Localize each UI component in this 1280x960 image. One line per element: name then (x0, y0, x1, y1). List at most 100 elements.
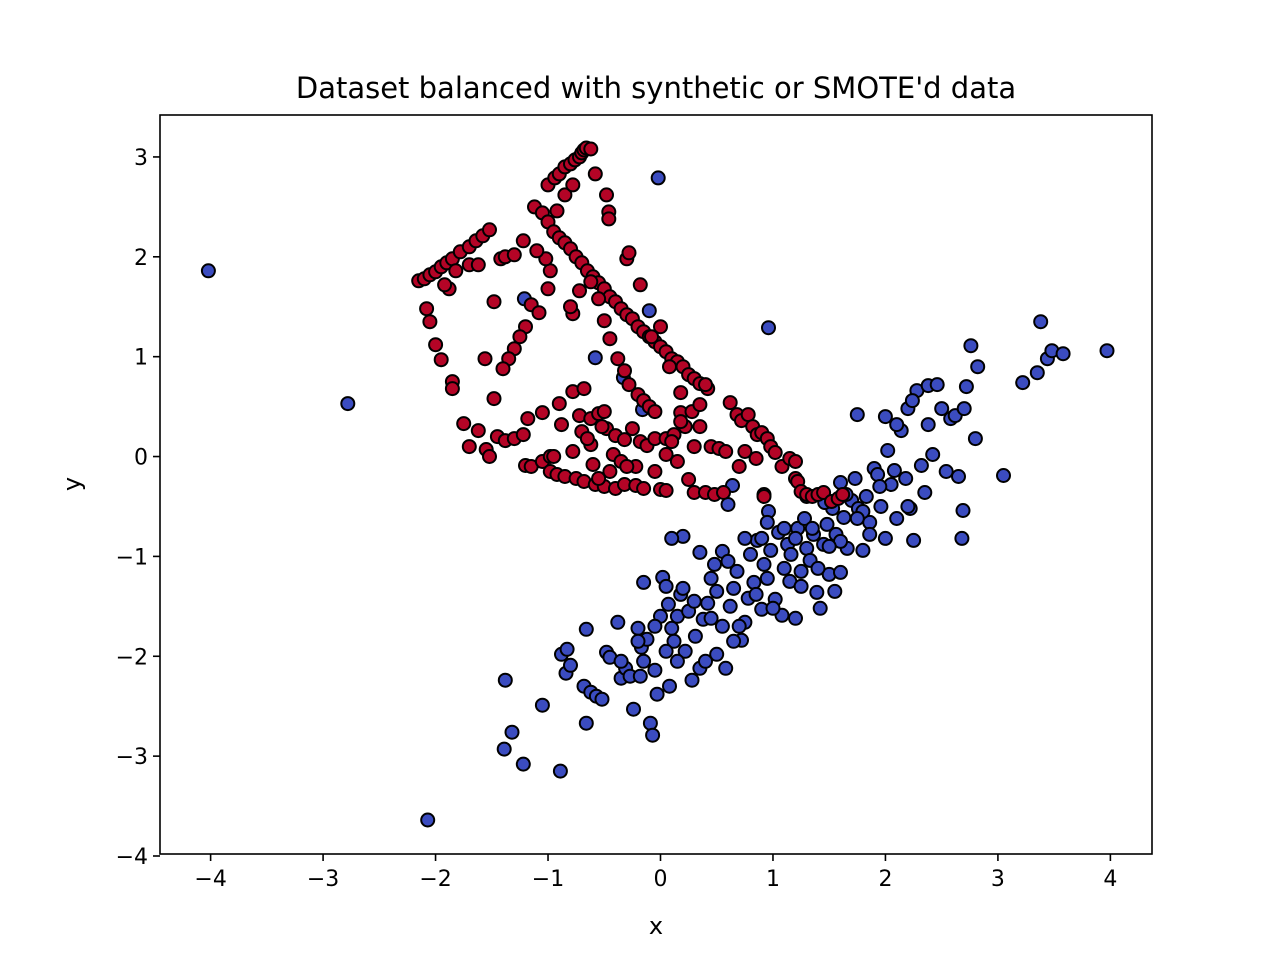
scatter-point (601, 211, 617, 227)
scatter-point (456, 416, 472, 432)
scatter-point (1015, 375, 1031, 391)
scatter-point (554, 417, 569, 433)
x-tick-label: 1 (766, 867, 780, 892)
x-tick-label: 2 (878, 867, 892, 892)
scatter-point (596, 313, 612, 329)
chart-title: Dataset balanced with synthetic or SMOTE… (296, 71, 1016, 105)
x-tick-label: 0 (653, 867, 667, 892)
scatter-point (703, 610, 719, 626)
scatter-point (703, 570, 719, 586)
scatter-point (662, 359, 677, 375)
scatter-point (662, 678, 677, 694)
scatter-point (1033, 314, 1049, 330)
scatter-point (617, 363, 632, 379)
scatter-point (877, 409, 893, 425)
scatter-point (767, 445, 783, 460)
scatter-point (821, 538, 837, 554)
plot-frame (159, 114, 1153, 855)
scatter-point (664, 530, 680, 546)
x-tick-label: 3 (991, 867, 1005, 892)
scatter-point (552, 763, 568, 779)
scatter-point (686, 593, 702, 609)
scatter-point (632, 668, 648, 684)
scatter-point (644, 329, 659, 345)
scatter-point (716, 485, 731, 500)
scatter-point (565, 177, 581, 193)
scatter-point (700, 595, 716, 611)
scatter-point (748, 586, 764, 602)
scatter-point (904, 393, 920, 409)
scatter-point (756, 556, 772, 572)
scatter-point (549, 203, 565, 219)
scatter-point (855, 542, 871, 558)
scatter-point (470, 257, 486, 273)
scatter-point (658, 483, 674, 498)
scatter-point (996, 468, 1011, 483)
scatter-point (602, 331, 618, 347)
scatter-point (428, 337, 444, 353)
scatter-point (621, 377, 637, 393)
scatter-point (504, 724, 520, 740)
scatter-point (873, 499, 889, 514)
scatter-point (529, 243, 545, 259)
scatter-point (669, 454, 685, 469)
scatter-point (836, 510, 852, 525)
scatter-point (619, 459, 635, 474)
y-tick-label: 2 (134, 246, 148, 271)
scatter-point (583, 141, 599, 157)
scatter-point (578, 621, 594, 637)
y-tick-label: 3 (134, 146, 148, 171)
scatter-point (461, 439, 477, 455)
scatter-point (617, 432, 632, 448)
scatter-point (793, 578, 809, 594)
scatter-point (692, 544, 708, 560)
scatter-point (709, 583, 725, 599)
y-tick-label: −2 (116, 645, 148, 670)
scatter-point (698, 653, 713, 669)
scatter-point (602, 464, 618, 479)
scatter-point (819, 516, 835, 532)
scatter-point (1029, 365, 1045, 381)
scatter-point (585, 457, 601, 472)
y-axis-label: y (58, 477, 86, 491)
scatter-point (653, 319, 668, 335)
scatter-point (776, 520, 792, 536)
scatter-point (565, 444, 581, 459)
scatter-point (486, 294, 502, 310)
scatter-point (954, 530, 970, 546)
y-axis: −4 −3 −2 −1 0 1 2 3 (116, 146, 160, 870)
scatter-point (647, 404, 663, 420)
scatter-point (938, 464, 954, 479)
scatter-point (686, 439, 702, 455)
scatter-point (645, 727, 661, 743)
scatter-point (763, 542, 779, 558)
scatter-point (486, 391, 502, 407)
scatter-point (650, 170, 666, 186)
scatter-point (776, 560, 792, 576)
scatter-point (540, 281, 556, 297)
scatter-point (799, 540, 815, 556)
y-tick-label: −1 (116, 545, 148, 570)
scatter-point (613, 653, 629, 669)
scatter-point (515, 756, 531, 772)
scatter-point (515, 233, 531, 249)
scatter-point (756, 489, 772, 504)
scatter-point (482, 449, 497, 464)
scatter-point (812, 600, 828, 616)
scatter-point (898, 471, 914, 486)
scatter-point (636, 574, 652, 590)
scatter-point (1099, 343, 1115, 359)
scatter-point (626, 701, 641, 717)
scatter-point (576, 381, 592, 397)
points-layer (200, 140, 1115, 828)
scatter-point (534, 697, 550, 713)
scatter-point (722, 395, 738, 411)
scatter-point (934, 401, 950, 417)
scatter-point (444, 381, 460, 397)
scatter-point (714, 618, 730, 634)
scatter-point (793, 563, 809, 579)
scatter-point (448, 263, 464, 279)
scatter-point (729, 563, 745, 579)
scatter-point (660, 596, 676, 612)
scatter-point (673, 385, 689, 401)
